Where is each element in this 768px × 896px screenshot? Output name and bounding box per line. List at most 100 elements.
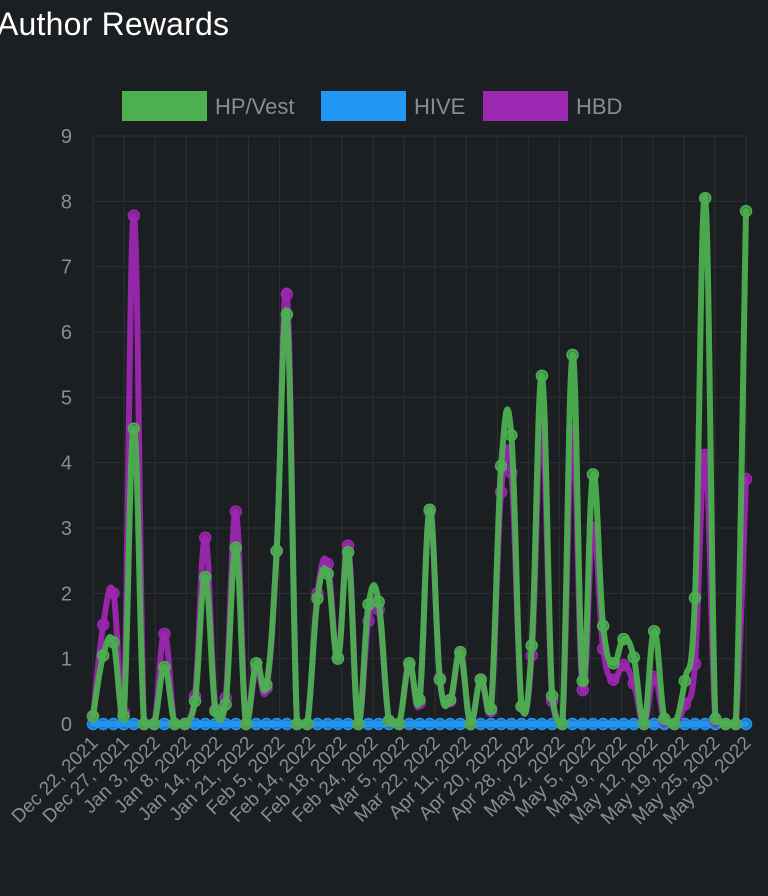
- data-point-hive[interactable]: [586, 717, 600, 731]
- legend[interactable]: HP/Vest HIVE HBD: [122, 91, 622, 121]
- data-point-hive[interactable]: [454, 717, 467, 731]
- data-point-hp-vest[interactable]: [688, 591, 702, 605]
- data-point-hp-vest[interactable]: [709, 712, 722, 726]
- data-point-hbd[interactable]: [280, 287, 294, 301]
- data-point-hp-vest[interactable]: [658, 712, 671, 726]
- data-point-hp-vest[interactable]: [617, 632, 630, 646]
- data-point-hp-vest[interactable]: [627, 651, 641, 664]
- data-point-hp-vest[interactable]: [137, 717, 151, 731]
- data-point-hp-vest[interactable]: [147, 717, 161, 731]
- data-point-hbd[interactable]: [96, 618, 110, 631]
- data-point-hp-vest[interactable]: [86, 709, 100, 723]
- data-point-hbd[interactable]: [229, 505, 243, 518]
- data-point-hp-vest[interactable]: [178, 717, 192, 731]
- data-point-hive[interactable]: [627, 717, 641, 731]
- data-point-hive[interactable]: [341, 717, 355, 731]
- data-point-hp-vest[interactable]: [392, 717, 406, 731]
- data-point-hive[interactable]: [250, 717, 263, 731]
- data-point-hp-vest[interactable]: [117, 709, 130, 723]
- data-point-hbd[interactable]: [617, 658, 630, 672]
- data-point-hive[interactable]: [688, 717, 702, 731]
- data-point-hp-vest[interactable]: [596, 619, 610, 633]
- data-point-hive[interactable]: [158, 717, 171, 731]
- data-point-hbd[interactable]: [127, 209, 141, 222]
- data-point-hbd[interactable]: [107, 587, 120, 600]
- data-point-hp-vest[interactable]: [607, 656, 620, 670]
- data-point-hp-vest[interactable]: [301, 717, 314, 731]
- data-point-hive[interactable]: [474, 717, 487, 731]
- data-point-hive[interactable]: [260, 717, 273, 731]
- data-point-hp-vest[interactable]: [219, 698, 232, 711]
- data-point-hp-vest[interactable]: [443, 693, 457, 707]
- data-point-hive[interactable]: [617, 717, 630, 731]
- data-point-hive[interactable]: [403, 717, 416, 731]
- legend-item-hp-vest[interactable]: HP/Vest: [122, 91, 294, 121]
- data-point-hp-vest[interactable]: [107, 636, 120, 649]
- data-point-hp-vest[interactable]: [698, 191, 712, 205]
- data-point-hp-vest[interactable]: [413, 693, 426, 707]
- data-point-hp-vest[interactable]: [260, 678, 273, 692]
- data-point-hp-vest[interactable]: [678, 674, 692, 688]
- data-point-hive[interactable]: [484, 717, 498, 731]
- data-point-hp-vest[interactable]: [352, 717, 365, 731]
- data-point-hp-vest[interactable]: [341, 545, 355, 559]
- data-point-hbd[interactable]: [607, 673, 620, 686]
- data-point-hp-vest[interactable]: [556, 717, 569, 731]
- data-point-hp-vest[interactable]: [423, 503, 436, 516]
- data-point-hive[interactable]: [107, 717, 120, 731]
- data-point-hp-vest[interactable]: [331, 652, 345, 665]
- data-point-hive[interactable]: [127, 717, 141, 731]
- data-point-hp-vest[interactable]: [433, 673, 447, 686]
- data-point-hive[interactable]: [270, 717, 283, 731]
- data-point-hive[interactable]: [576, 717, 589, 731]
- data-point-hive[interactable]: [423, 717, 436, 731]
- data-point-hp-vest[interactable]: [127, 422, 141, 435]
- legend-item-hive[interactable]: HIVE: [321, 91, 465, 121]
- data-point-hive[interactable]: [515, 717, 528, 731]
- data-point-hp-vest[interactable]: [321, 567, 334, 580]
- data-point-hive[interactable]: [413, 717, 426, 731]
- data-point-hive[interactable]: [505, 717, 518, 731]
- data-point-hp-vest[interactable]: [168, 717, 181, 731]
- data-point-hp-vest[interactable]: [668, 717, 681, 731]
- data-point-hp-vest[interactable]: [729, 717, 743, 731]
- data-point-hive[interactable]: [280, 717, 294, 731]
- data-point-hbd[interactable]: [158, 627, 171, 641]
- data-point-hp-vest[interactable]: [362, 598, 375, 611]
- data-point-hive[interactable]: [311, 717, 324, 731]
- data-point-hp-vest[interactable]: [250, 656, 263, 670]
- data-point-hp-vest[interactable]: [198, 570, 212, 584]
- data-point-hp-vest[interactable]: [96, 649, 110, 662]
- legend-item-hbd[interactable]: HBD: [483, 91, 622, 121]
- data-point-hp-vest[interactable]: [372, 595, 385, 609]
- data-point-hp-vest[interactable]: [280, 308, 294, 321]
- data-point-hp-vest[interactable]: [545, 689, 559, 703]
- data-point-hive[interactable]: [739, 717, 753, 731]
- data-point-hive[interactable]: [372, 717, 385, 731]
- data-point-hp-vest[interactable]: [229, 541, 243, 554]
- data-point-hp-vest[interactable]: [535, 369, 549, 383]
- data-point-hive[interactable]: [607, 717, 620, 731]
- data-point-hp-vest[interactable]: [576, 674, 589, 688]
- data-point-hp-vest[interactable]: [209, 704, 222, 718]
- data-point-hive[interactable]: [535, 717, 549, 731]
- data-point-hp-vest[interactable]: [484, 702, 498, 716]
- data-point-hp-vest[interactable]: [474, 673, 487, 686]
- data-point-hive[interactable]: [596, 717, 610, 731]
- data-point-hp-vest[interactable]: [505, 428, 518, 442]
- data-point-hp-vest[interactable]: [403, 656, 416, 670]
- data-point-hp-vest[interactable]: [637, 717, 651, 731]
- data-point-hive[interactable]: [229, 717, 243, 731]
- data-point-hp-vest[interactable]: [188, 694, 202, 708]
- data-point-hp-vest[interactable]: [290, 717, 304, 731]
- data-point-hive[interactable]: [698, 717, 712, 731]
- data-point-hp-vest[interactable]: [464, 717, 477, 731]
- data-point-hive[interactable]: [566, 717, 579, 731]
- data-point-hp-vest[interactable]: [566, 348, 579, 362]
- data-point-hive[interactable]: [321, 717, 334, 731]
- data-point-hp-vest[interactable]: [239, 717, 253, 731]
- data-point-hp-vest[interactable]: [494, 459, 508, 473]
- data-point-hp-vest[interactable]: [270, 544, 283, 558]
- data-point-hp-vest[interactable]: [647, 624, 661, 638]
- data-point-hp-vest[interactable]: [739, 204, 753, 218]
